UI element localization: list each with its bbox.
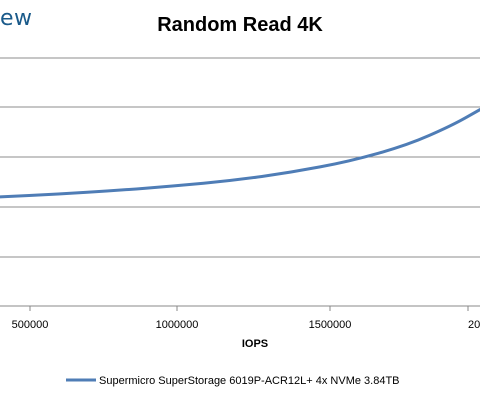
x-axis-title: IOPS — [242, 338, 268, 350]
series-line — [0, 108, 480, 199]
x-tick-label: 2000 — [468, 319, 480, 331]
gridlines — [0, 57, 480, 258]
logo-fragment: ew — [0, 6, 33, 31]
legend-label: Supermicro SuperStorage 6019P-ACR12L+ 4x… — [99, 375, 400, 387]
x-tick-label: 1000000 — [156, 319, 199, 331]
x-tick-labels: 500000 1000000 1500000 2000 — [12, 306, 480, 331]
chart-title: Random Read 4K — [157, 14, 323, 36]
legend: Supermicro SuperStorage 6019P-ACR12L+ 4x… — [66, 375, 400, 387]
x-tick-label: 500000 — [12, 319, 49, 331]
x-tick-label: 1500000 — [309, 319, 352, 331]
